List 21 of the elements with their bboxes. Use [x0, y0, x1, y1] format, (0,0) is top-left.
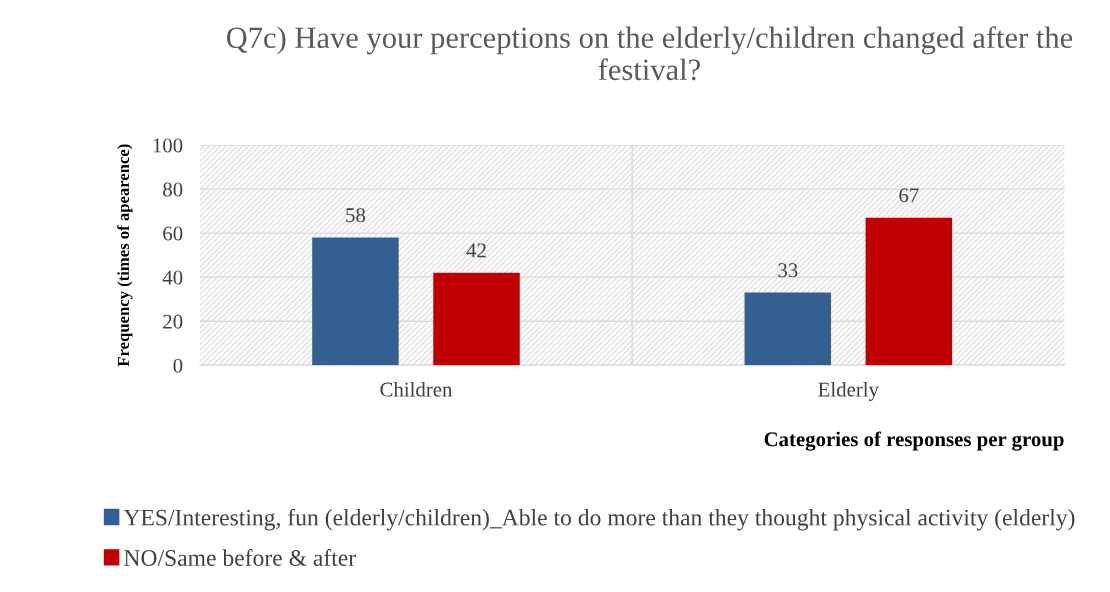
data-label: 67	[899, 188, 919, 203]
x-tick-label: Elderly	[818, 381, 879, 401]
y-tick-label: 100	[153, 138, 183, 153]
bar	[433, 272, 520, 366]
bar	[865, 217, 953, 366]
data-label: 42	[466, 243, 486, 258]
x-axis-title: Categories of responses per group	[764, 431, 1064, 451]
data-label: 58	[346, 208, 366, 223]
y-axis-title: Frequency (times of apearence)	[117, 144, 133, 367]
y-tick-label: 40	[162, 270, 183, 285]
legend-label: NO/Same before & after	[124, 549, 356, 566]
legend-label: YES/Interesting, fun (elderly/children)_Able to do more than they thought physical activity (elderly)	[123, 508, 1075, 531]
data-label: 33	[778, 263, 798, 278]
y-tick-label: 80	[163, 182, 183, 197]
bar	[312, 237, 399, 366]
x-tick-label: Children	[380, 381, 453, 397]
y-tick-label: 0	[173, 358, 183, 373]
bar	[744, 292, 832, 366]
y-tick-label: 20	[163, 314, 183, 329]
y-tick-label: 60	[163, 226, 183, 241]
chart-title: Q7c) Have your perceptions on the elderly/children changed after the festival?	[226, 26, 1073, 81]
